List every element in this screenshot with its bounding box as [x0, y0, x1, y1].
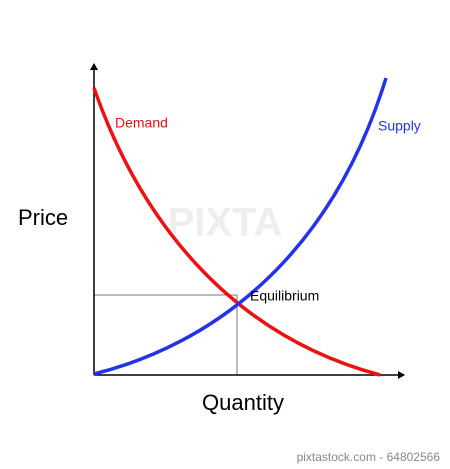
x-axis-label: Quantity [202, 390, 284, 415]
demand-curve [92, 87, 381, 377]
demand-label: Demand [115, 115, 168, 131]
footer: pixtastock.com - 64802566 [297, 450, 441, 464]
supply-label: Supply [378, 118, 421, 134]
equilibrium-label: Equilibrium [250, 288, 319, 304]
y-axis-label: Price [18, 205, 68, 230]
supply-curve [93, 77, 388, 376]
watermark: PIXTA [168, 201, 283, 245]
